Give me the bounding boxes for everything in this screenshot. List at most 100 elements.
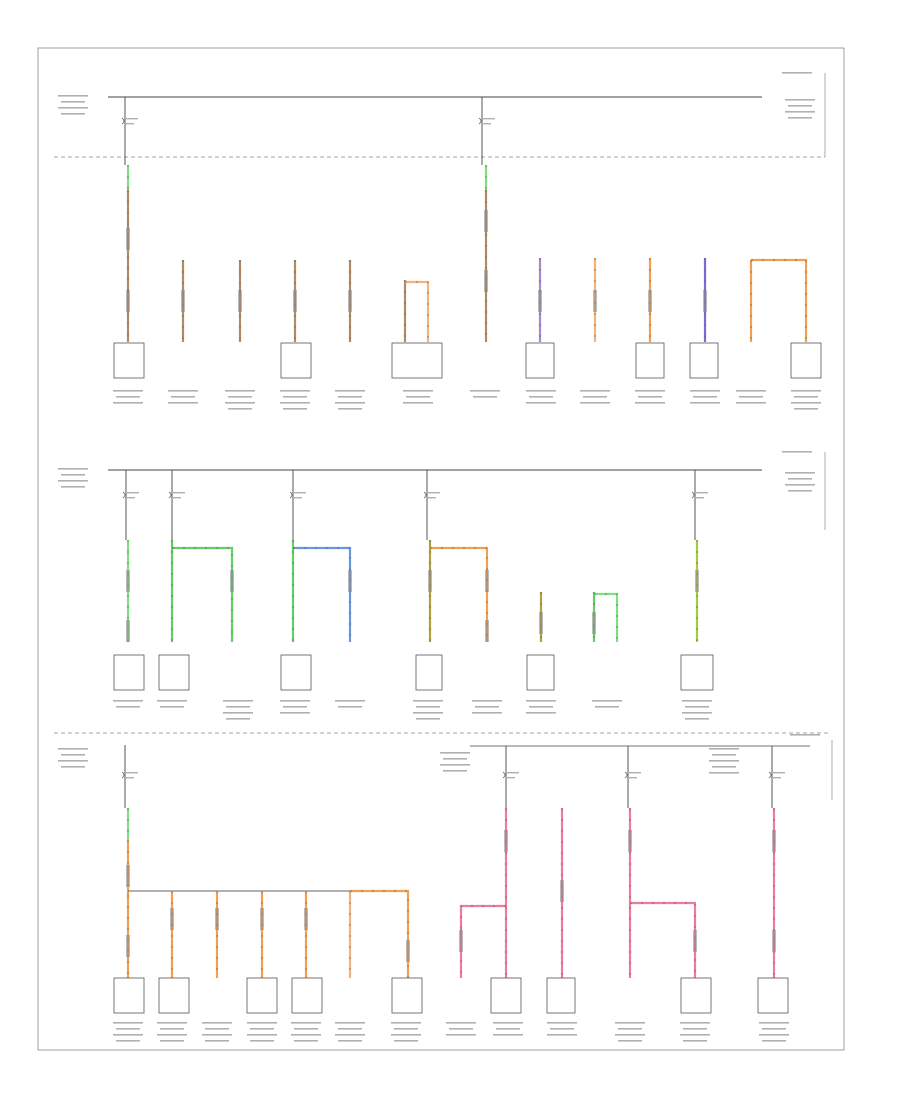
component-caption-1-4-line	[338, 396, 362, 398]
component-caption-3-4-line	[294, 1028, 318, 1030]
wire-1-5b-stripe	[405, 281, 429, 342]
fuse-2-2	[289, 491, 293, 499]
component-caption-3-5-line	[338, 1028, 362, 1030]
component-caption-2-9-line	[682, 712, 712, 714]
component-caption-2-2-line	[226, 706, 250, 708]
component-caption-3-5-line	[338, 1040, 362, 1042]
fuse-2-3	[423, 491, 427, 499]
fuse-3r-1-label	[629, 777, 637, 779]
component-caption-3-12-line	[759, 1022, 789, 1024]
source-label-1-right-line	[785, 99, 815, 101]
component-caption-1-3-line	[280, 390, 310, 392]
component-1-1	[280, 342, 312, 379]
component-caption-1-7-line	[526, 402, 556, 404]
component-caption-3-5-line	[335, 1034, 365, 1036]
component-caption-3-1-line	[157, 1034, 187, 1036]
component-caption-2-1-line	[157, 700, 187, 702]
source-label-2-right-line	[788, 478, 812, 480]
component-caption-1-11-line	[739, 396, 763, 398]
source-label-3c-line	[709, 772, 739, 774]
component-caption-3-8-line	[493, 1022, 523, 1024]
component-2-5	[680, 654, 714, 691]
source-label-2-right-line	[785, 472, 815, 474]
component-caption-3-10-line	[615, 1022, 645, 1024]
wire-2-3b	[430, 546, 489, 642]
source-label-1-right-line	[788, 105, 812, 107]
component-caption-1-12-line	[794, 396, 818, 398]
component-caption-1-11-line	[736, 390, 766, 392]
wire-2-2b-stripe	[293, 547, 351, 642]
outer-border	[37, 47, 845, 1051]
component-caption-1-5-line	[403, 402, 433, 404]
section-1-power-distribution	[54, 72, 826, 410]
component-caption-1-9-line	[635, 402, 665, 404]
component-caption-2-4-line	[338, 706, 362, 708]
component-caption-1-12-line	[791, 390, 821, 392]
component-caption-3-2-line	[202, 1022, 232, 1024]
connector-3-3	[260, 908, 264, 930]
connector-1-8	[648, 290, 652, 312]
source-label-3-line	[58, 748, 88, 750]
source-label-2-line	[58, 468, 88, 470]
fuse-1b-label	[483, 123, 491, 125]
component-caption-1-2-line	[228, 408, 252, 410]
connector-3-10	[628, 830, 632, 852]
wire-3-6-stripe	[350, 890, 409, 978]
fuse-3-0	[121, 771, 125, 779]
component-2-0	[113, 654, 145, 691]
connector-2-4	[539, 612, 543, 634]
fuse-2-3-label	[428, 497, 436, 499]
component-caption-1-4-line	[335, 390, 365, 392]
component-1-2	[391, 342, 443, 379]
component-caption-1-8-line	[580, 402, 610, 404]
connector-3-11	[693, 930, 697, 952]
component-caption-2-2-line	[223, 700, 253, 702]
component-caption-3-7-line	[446, 1022, 476, 1024]
connector-3-0b	[126, 935, 130, 957]
wire-3-8-stripe	[460, 905, 506, 978]
component-caption-1-7-line	[529, 396, 553, 398]
connector-2-2	[348, 570, 352, 592]
fuse-1a-label	[126, 118, 138, 120]
component-caption-1-11-line	[736, 402, 766, 404]
fuse-2-1	[168, 491, 172, 499]
connector-1-1	[238, 290, 242, 312]
wire-1-10b-stripe	[751, 259, 807, 342]
source-label-3b-line	[443, 770, 467, 772]
component-caption-2-8-line	[595, 706, 619, 708]
fuse-2-2-label	[294, 492, 306, 494]
connector-3-12b	[772, 930, 776, 952]
fuse-3r-2-label	[773, 772, 785, 774]
component-caption-3-0-line	[113, 1022, 143, 1024]
source-label-2-line	[61, 474, 85, 476]
connector-3-1	[170, 908, 174, 930]
wire-3-6	[350, 889, 410, 978]
component-1-5	[689, 342, 719, 379]
component-caption-1-6-line	[473, 396, 497, 398]
fuse-2-1-label	[173, 492, 185, 494]
component-caption-3-12-line	[759, 1034, 789, 1036]
connector-1-9	[703, 290, 707, 312]
wire-2-1b-stripe	[172, 547, 233, 642]
wire-2-2b	[293, 546, 352, 642]
component-caption-3-3-line	[247, 1034, 277, 1036]
component-caption-1-0-line	[116, 396, 140, 398]
wire-2-3b-stripe	[430, 547, 488, 642]
source-label-3b-line	[443, 758, 467, 760]
connector-3-0a	[126, 865, 130, 887]
component-caption-2-2-line	[226, 718, 250, 720]
component-caption-2-7-line	[526, 712, 556, 714]
component-caption-3-9-line	[547, 1034, 577, 1036]
component-caption-3-11-line	[680, 1022, 710, 1024]
component-caption-3-8-line	[493, 1034, 523, 1036]
component-caption-3-6-line	[391, 1034, 421, 1036]
component-caption-2-6-line	[472, 712, 502, 714]
source-label-1-line	[58, 95, 88, 97]
component-caption-1-2-line	[228, 396, 252, 398]
wire-1-10b	[751, 258, 808, 342]
section-tag-1-line	[782, 72, 812, 74]
fuse-3r-0-label	[507, 772, 519, 774]
source-label-3b-line	[440, 764, 470, 766]
fuse-3-0-label	[126, 772, 138, 774]
